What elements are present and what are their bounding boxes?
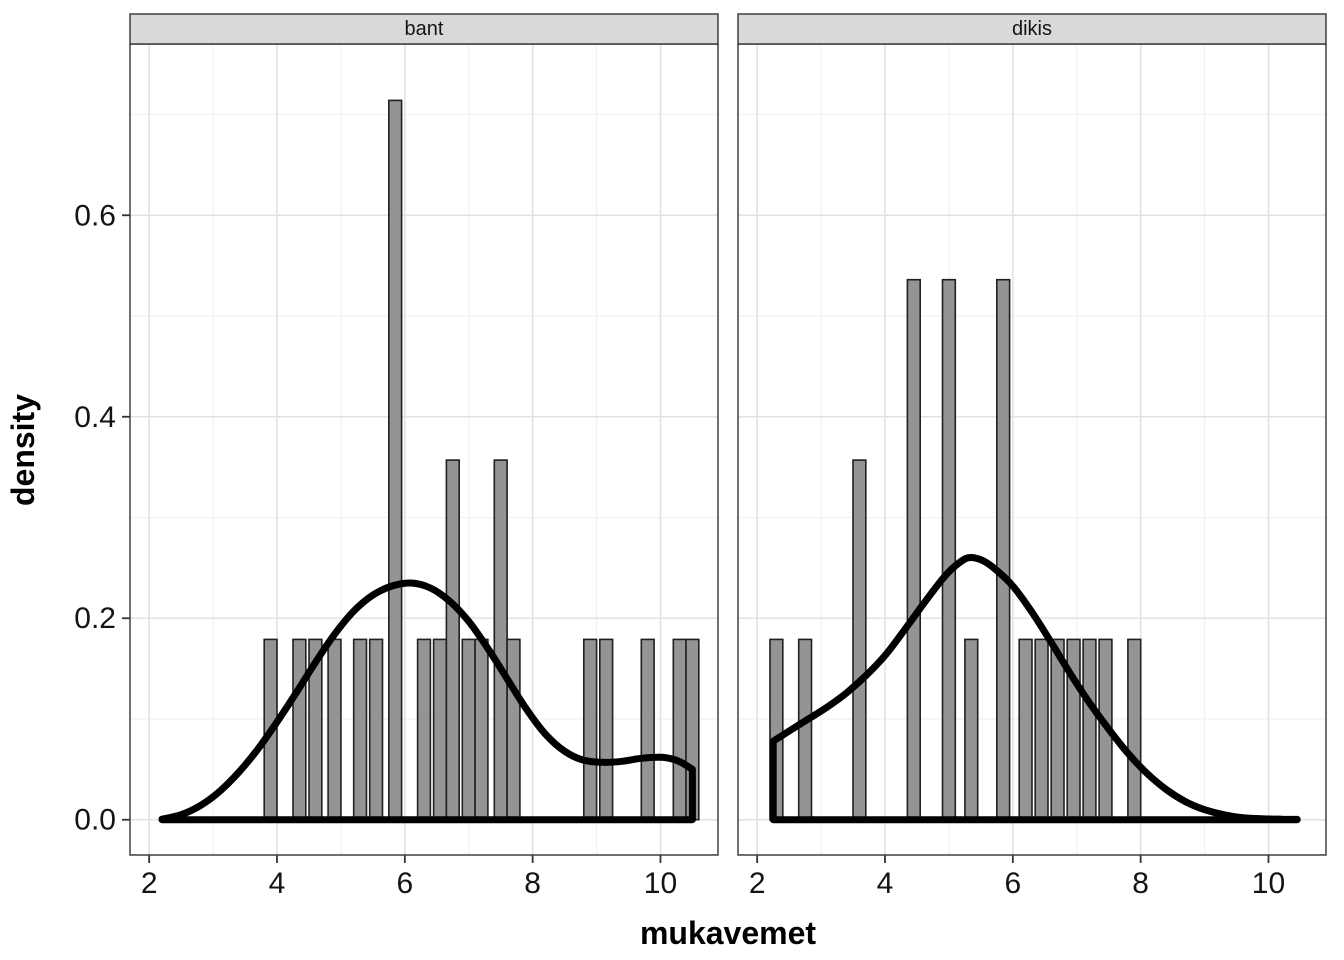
histogram-bar xyxy=(640,638,655,821)
x-tick-label: 10 xyxy=(1252,867,1285,900)
density-curve xyxy=(158,579,696,824)
histogram-bar xyxy=(416,638,432,821)
histogram-bar xyxy=(493,459,508,821)
histogram-bar xyxy=(506,638,521,821)
density-curve xyxy=(769,553,1301,824)
histogram-bar xyxy=(461,638,476,821)
facet-label: dikis xyxy=(1012,18,1052,40)
histogram-bar xyxy=(445,459,460,821)
x-tick-label: 8 xyxy=(524,867,541,900)
y-tick-label: 0.0 xyxy=(74,804,116,837)
x-tick-label: 2 xyxy=(749,867,766,900)
x-tick-label: 10 xyxy=(644,867,677,900)
histogram-bar xyxy=(352,638,368,821)
panels-group: bant 2 4 6 8 10 0.0 0.2 0.4 0.6 dikis 2 4 6 8 10 xyxy=(74,13,1327,900)
histogram-bar xyxy=(1034,638,1049,821)
histogram-bar xyxy=(1082,638,1097,821)
x-tick-label: 8 xyxy=(1132,867,1149,900)
histogram-bar xyxy=(598,638,614,821)
histogram-bar xyxy=(672,638,687,821)
histogram-bar xyxy=(797,638,813,821)
histogram-bar xyxy=(1018,638,1033,821)
facet-label: bant xyxy=(405,18,444,40)
histogram-bar xyxy=(292,638,307,821)
x-tick-label: 4 xyxy=(269,867,286,900)
histogram-bar xyxy=(387,99,403,821)
histogram-bar xyxy=(474,638,489,821)
x-tick-label: 4 xyxy=(877,867,894,900)
x-axis-title: mukavemet xyxy=(640,915,816,951)
x-tick-label: 2 xyxy=(141,867,158,900)
y-tick-label: 0.4 xyxy=(74,401,116,434)
histogram-bar xyxy=(432,638,448,821)
facet-strip xyxy=(129,13,719,45)
x-tick-label: 6 xyxy=(1004,867,1021,900)
histogram-bar xyxy=(327,638,342,821)
histogram-bar xyxy=(964,638,979,821)
histogram-bar xyxy=(941,278,957,821)
histogram-bar xyxy=(906,278,922,821)
histogram-bar xyxy=(852,459,867,821)
x-tick-label: 6 xyxy=(396,867,413,900)
y-tick-label: 0.6 xyxy=(74,199,116,232)
histogram-bar xyxy=(1127,638,1142,821)
histogram-bar xyxy=(582,638,598,821)
y-axis-title: density xyxy=(5,394,41,506)
histogram-bar xyxy=(368,638,384,821)
histogram-bar xyxy=(995,278,1011,821)
y-tick-label: 0.2 xyxy=(74,602,116,635)
facet-strip xyxy=(737,13,1327,45)
